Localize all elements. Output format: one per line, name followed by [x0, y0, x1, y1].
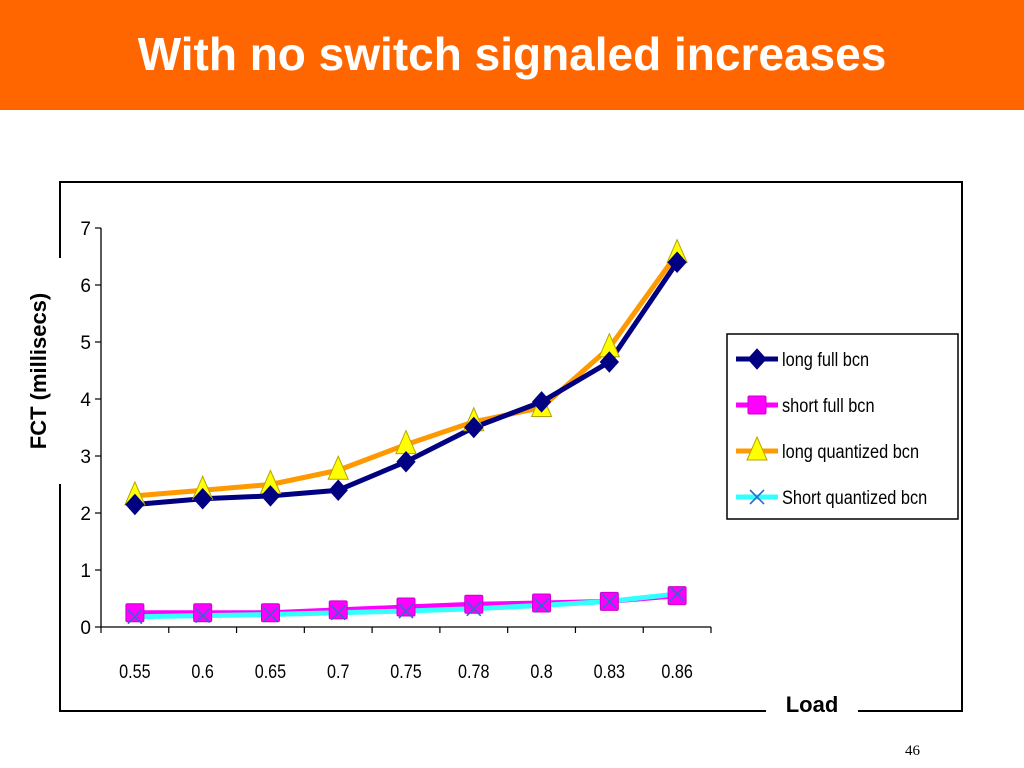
data-point-series-0 — [192, 488, 213, 510]
legend-label: long full bcn — [782, 349, 869, 370]
title-bar: With no switch signaled increases — [0, 0, 1024, 110]
data-point-series-1 — [464, 594, 484, 614]
y-tick-label: 0 — [80, 618, 91, 639]
legend-label: Short quantized bcn — [782, 487, 927, 508]
data-point-series-3 — [195, 608, 211, 624]
data-point-series-3 — [669, 586, 685, 602]
legend-swatch-marker — [747, 348, 767, 370]
y-tick-label: 5 — [80, 333, 91, 354]
slide-title: With no switch signaled increases — [137, 28, 887, 80]
y-axis-label-box — [6, 258, 66, 484]
data-point-series-3 — [601, 593, 617, 609]
y-tick-label: 6 — [80, 276, 91, 297]
data-point-series-1 — [667, 586, 687, 606]
page-number: 46 — [905, 743, 920, 759]
x-tick-label: 0.7 — [327, 661, 349, 683]
x-tick-label: 0.6 — [191, 661, 214, 683]
data-point-series-0 — [667, 251, 687, 273]
data-point-series-3 — [262, 606, 279, 623]
x-tick-label: 0.75 — [390, 661, 422, 683]
y-tick-label: 7 — [80, 219, 91, 240]
legend-label: short full bcn — [782, 395, 875, 416]
legend-label: long quantized bcn — [782, 441, 919, 462]
data-point-series-1 — [260, 603, 280, 623]
data-point-series-0 — [531, 391, 552, 413]
data-point-series-0 — [328, 479, 348, 501]
data-point-series-3 — [533, 597, 550, 613]
x-tick-label: 0.78 — [458, 661, 490, 683]
data-point-series-1 — [328, 600, 348, 620]
y-axis-label: FCT (millisecs) — [26, 292, 51, 450]
data-point-series-1 — [125, 603, 145, 623]
x-tick-label: 0.65 — [255, 661, 287, 683]
data-point-series-3 — [330, 605, 346, 621]
data-point-series-3 — [127, 609, 143, 625]
x-axis-label: Load — [766, 690, 858, 722]
data-point-series-1 — [396, 597, 416, 617]
legend-box — [726, 333, 959, 520]
data-point-series-3 — [466, 601, 482, 617]
data-point-series-0 — [599, 351, 620, 373]
data-point-series-0 — [125, 493, 145, 516]
x-tick-label: 0.8 — [530, 661, 553, 683]
legend-swatch-marker — [749, 489, 765, 505]
data-point-series-3 — [398, 603, 414, 619]
data-point-series-0 — [260, 485, 281, 507]
y-tick-label: 2 — [80, 504, 91, 525]
data-point-series-0 — [464, 416, 484, 439]
x-tick-label: 0.83 — [594, 661, 626, 683]
data-point-series-1 — [532, 593, 552, 613]
data-point-series-1 — [193, 603, 213, 623]
legend-swatch-marker — [746, 435, 768, 461]
data-point-series-2 — [327, 454, 349, 480]
y-tick-label: 3 — [80, 447, 91, 468]
y-tick-label: 4 — [80, 390, 91, 411]
legend-swatch-marker — [747, 395, 767, 415]
y-tick-label: 1 — [80, 561, 91, 582]
data-point-series-0 — [396, 450, 416, 473]
x-tick-label: 0.86 — [661, 661, 693, 683]
x-tick-label: 0.55 — [119, 661, 151, 683]
